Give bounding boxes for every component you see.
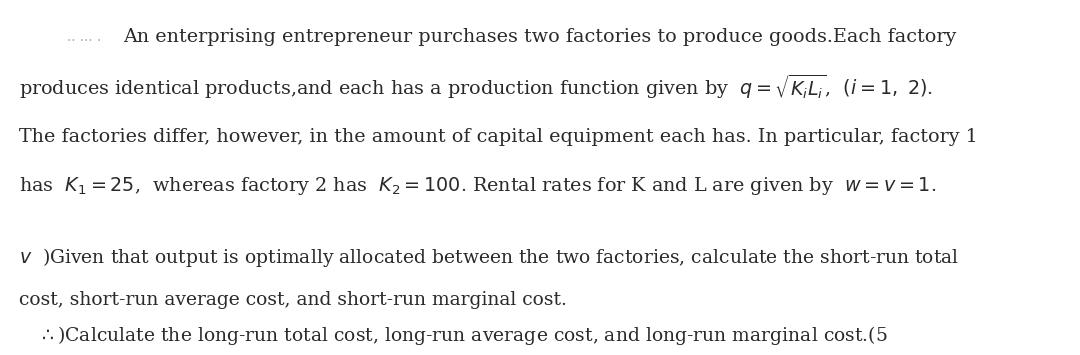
- Text: cost, short-run average cost, and short-run marginal cost.: cost, short-run average cost, and short-…: [19, 291, 567, 309]
- Text: $\therefore$)Calculate the long-run total cost, long-run average cost, and long-: $\therefore$)Calculate the long-run tota…: [38, 324, 888, 347]
- Text: produces identical products,and each has a production function given by  $q = \s: produces identical products,and each has…: [19, 72, 933, 102]
- Text: The factories differ, however, in the amount of capital equipment each has. In p: The factories differ, however, in the am…: [19, 128, 978, 146]
- Text: has  $K_1 = 25$,  whereas factory 2 has  $K_2 = 100$. Rental rates for K and L a: has $K_1 = 25$, whereas factory 2 has $K…: [19, 175, 936, 197]
- Text: .. ... .: .. ... .: [67, 30, 102, 44]
- Text: An enterprising entrepreneur purchases two factories to produce goods.Each facto: An enterprising entrepreneur purchases t…: [123, 28, 957, 46]
- Text: $v$  )Given that output is optimally allocated between the two factories, calcul: $v$ )Given that output is optimally allo…: [19, 246, 960, 269]
